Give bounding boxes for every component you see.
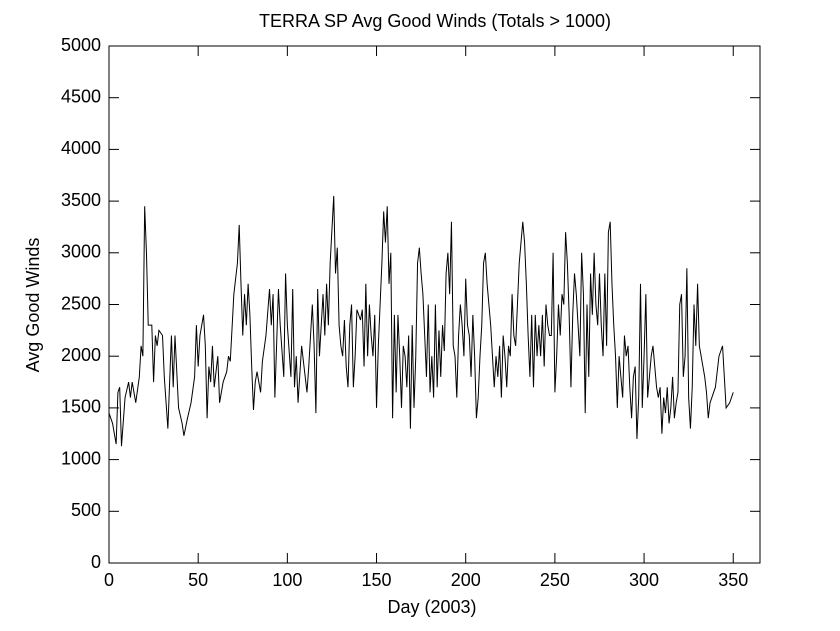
y-tick-label: 4000 bbox=[61, 138, 101, 158]
x-tick-label: 200 bbox=[451, 570, 481, 590]
plot-frame bbox=[108, 45, 761, 564]
x-tick-label: 0 bbox=[104, 570, 114, 590]
y-tick-label: 3500 bbox=[61, 190, 101, 210]
y-tick-label: 4500 bbox=[61, 86, 101, 106]
x-tick-label: 300 bbox=[629, 570, 659, 590]
y-tick-label: 500 bbox=[71, 500, 101, 520]
y-tick-label: 5000 bbox=[61, 35, 101, 55]
x-axis-label: Day (2003) bbox=[387, 597, 476, 617]
x-tick-label: 150 bbox=[362, 570, 392, 590]
x-tick-label: 250 bbox=[540, 570, 570, 590]
data-line bbox=[108, 195, 734, 447]
y-tick-label: 3000 bbox=[61, 242, 101, 262]
x-tick-label: 100 bbox=[272, 570, 302, 590]
y-tick-label: 0 bbox=[91, 552, 101, 572]
y-axis-label: Avg Good Winds bbox=[23, 238, 43, 373]
y-tick-label: 1000 bbox=[61, 448, 101, 468]
x-tick-label: 50 bbox=[188, 570, 208, 590]
y-tick-label: 1500 bbox=[61, 397, 101, 417]
x-tick-label: 350 bbox=[718, 570, 748, 590]
y-tick-label: 2000 bbox=[61, 345, 101, 365]
chart-title: TERRA SP Avg Good Winds (Totals > 1000) bbox=[259, 11, 611, 31]
y-tick-label: 2500 bbox=[61, 293, 101, 313]
